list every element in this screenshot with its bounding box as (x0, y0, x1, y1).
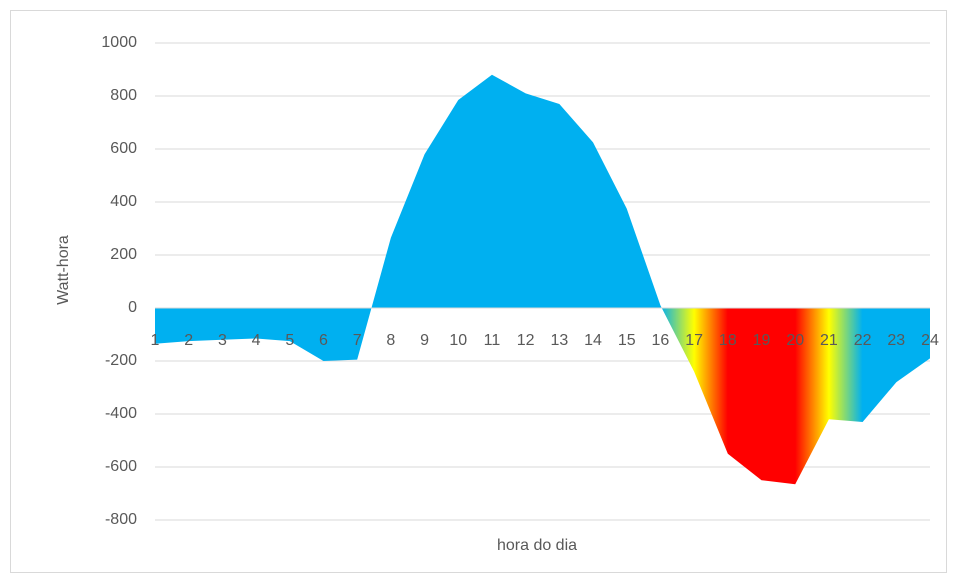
y-tick-label: 600 (110, 140, 137, 157)
x-tick-label: 4 (252, 332, 261, 349)
x-tick-label: 17 (685, 332, 703, 349)
x-tick-label: 20 (786, 332, 804, 349)
y-axis-title: Watt-hora (55, 235, 72, 305)
y-tick-label: 400 (110, 193, 137, 210)
x-tick-label: 3 (218, 332, 227, 349)
x-axis-title: hora do dia (497, 537, 577, 554)
x-tick-label: 19 (753, 332, 771, 349)
x-tick-label: 6 (319, 332, 328, 349)
area (155, 74, 930, 485)
y-tick-label: -200 (105, 352, 137, 369)
x-tick-label: 18 (719, 332, 737, 349)
x-tick-label: 1 (151, 332, 160, 349)
x-tick-label: 15 (618, 332, 636, 349)
x-tick-label: 9 (420, 332, 429, 349)
x-tick-label: 24 (921, 332, 939, 349)
x-tick-label: 8 (386, 332, 395, 349)
y-tick-label: 0 (128, 299, 137, 316)
y-tick-label: 1000 (101, 34, 137, 51)
x-tick-label: 5 (285, 332, 294, 349)
x-tick-label: 12 (517, 332, 535, 349)
x-tick-label: 7 (353, 332, 362, 349)
y-tick-label: -800 (105, 511, 137, 528)
x-tick-label: 2 (184, 332, 193, 349)
y-tick-label: -400 (105, 405, 137, 422)
x-tick-label: 10 (449, 332, 467, 349)
y-tick-label: 200 (110, 246, 137, 263)
x-tick-label: 14 (584, 332, 602, 349)
y-tick-label: -600 (105, 458, 137, 475)
x-tick-label: 11 (484, 332, 501, 349)
y-tick-label: 800 (110, 87, 137, 104)
x-tick-label: 23 (887, 332, 905, 349)
x-tick-label: 16 (652, 332, 670, 349)
x-tick-label: 21 (820, 332, 838, 349)
x-tick-label: 13 (550, 332, 568, 349)
x-tick-label: 22 (854, 332, 872, 349)
